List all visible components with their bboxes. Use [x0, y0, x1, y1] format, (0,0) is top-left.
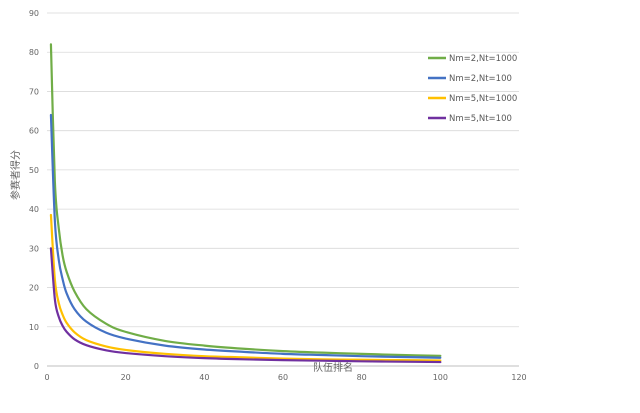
series-line-3 [49, 213, 442, 362]
y-tick-label: 10 [29, 323, 39, 332]
series-line-1 [49, 43, 442, 357]
legend-label: Nm=2,Nt=100 [449, 74, 512, 84]
legend-label: Nm=5,Nt=1000 [449, 94, 517, 104]
series-line-4 [49, 247, 442, 364]
y-tick-label: 0 [34, 362, 39, 371]
y-tick-label: 40 [29, 205, 39, 214]
y-tick-label: 50 [29, 166, 39, 175]
x-tick-label: 40 [199, 373, 209, 382]
y-axis-title: 参赛者得分 [9, 150, 22, 200]
series-line-2 [49, 113, 442, 359]
x-tick-label: 0 [44, 373, 49, 382]
y-tick-label: 80 [29, 48, 39, 57]
gridlines [47, 12, 519, 328]
x-tick-label: 80 [357, 373, 367, 382]
y-tick-label: 30 [29, 244, 39, 253]
y-tick-label: 90 [29, 9, 39, 18]
x-tick-label: 100 [433, 373, 448, 382]
y-tick-label: 70 [29, 87, 39, 96]
x-tick-label: 60 [278, 373, 288, 382]
legend: Nm=2,Nt=1000 Nm=2,Nt=100 Nm=5,Nt=1000 Nm=5,… [428, 54, 517, 124]
series-lines [49, 43, 442, 364]
y-tick-label: 60 [29, 127, 39, 136]
x-axis-tick-labels: 0 20 40 60 80 100 120 [44, 373, 526, 382]
legend-label: Nm=2,Nt=1000 [449, 54, 517, 64]
legend-label: Nm=5,Nt=100 [449, 114, 512, 124]
x-tick-label: 120 [511, 373, 526, 382]
x-axis-title: 队伍排名 [313, 361, 353, 374]
y-axis-tick-labels: 0 10 20 30 40 50 60 70 80 90 [29, 9, 39, 371]
x-tick-label: 20 [121, 373, 131, 382]
y-tick-label: 20 [29, 284, 39, 293]
